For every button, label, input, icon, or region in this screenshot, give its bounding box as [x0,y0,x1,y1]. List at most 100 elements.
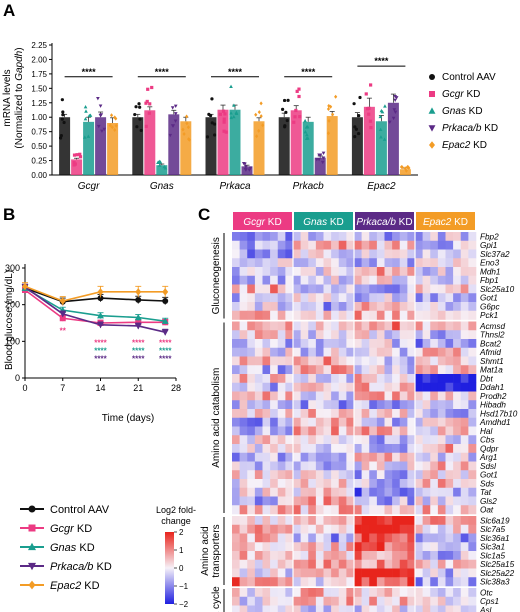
heatmap-cell [384,382,393,392]
heatmap-cell [338,605,347,612]
heatmap-cell [399,461,408,471]
heatmap-cell [232,470,240,480]
heatmap-cell [384,258,393,268]
heatmap-cell [468,435,477,445]
heatmap-cell [399,302,408,312]
heatmap-cell [468,267,477,277]
heatmap-cell [338,479,347,489]
heatmap-cell [369,321,378,331]
heatmap-cell [331,275,340,285]
heatmap-cell [293,365,301,375]
heatmap-cell [392,417,401,427]
heatmap-cell [460,426,469,436]
heatmap-cell [277,524,286,534]
heatmap-cell [331,267,340,277]
panel-a-datapoint [186,125,191,130]
panel-a-datapoint [321,151,326,156]
heatmap-cell [308,356,317,366]
heatmap-cell [399,487,408,497]
heatmap-cell [285,596,294,606]
panel-a-datapoint [286,98,290,102]
heatmap-cell [315,461,324,471]
heatmap-cell [453,444,462,454]
heatmap-cell [315,542,324,552]
heatmap-cell [232,461,240,471]
heatmap-cell [430,577,439,587]
heatmap-cell [346,417,355,427]
heatmap-cell [232,533,240,543]
panel-b-point-epac2 [135,288,142,296]
heatmap-gene-label: Slc7a5 [480,525,505,534]
heatmap-cell [376,479,385,489]
panel-b-point-gcgr [135,319,142,326]
heatmap-cell [331,479,340,489]
heatmap-cell [331,568,340,578]
heatmap-cell [331,339,340,349]
heatmap-cell [232,444,240,454]
heatmap-cell [239,232,248,242]
heatmap-cell [430,293,439,303]
heatmap-colorbar: Log2 fold- change 210−1−2 [156,505,196,609]
heatmap-cell [430,551,439,561]
heatmap-cell [453,588,462,598]
heatmap-cell [323,293,332,303]
heatmap-cell [453,479,462,489]
heatmap-cell [354,479,362,489]
heatmap-cell [392,559,401,569]
heatmap-cell [323,232,332,242]
panel-a-datapoint [173,112,178,116]
heatmap-gene-label: Slc25a22 [480,569,515,578]
heatmap-cell [285,435,294,445]
heatmap-cell [262,444,271,454]
heatmap-cell [422,391,431,401]
heatmap-cell [346,568,355,578]
heatmap-cell [247,293,256,303]
colorbar-tick-label: 1 [179,546,184,555]
heatmap-cell [338,258,347,268]
heatmap-cell [460,487,469,497]
heatmap-cell [361,596,370,606]
heatmap-cell [300,551,309,561]
heatmap-cell [399,267,408,277]
heatmap-cell [270,310,279,320]
heatmap-cell [384,249,393,259]
heatmap-cell [300,365,309,375]
heatmap-cell [285,382,294,392]
heatmap-cell [392,275,401,285]
heatmap-cell [376,356,385,366]
heatmap-cell [354,542,362,552]
heatmap-cell [399,365,408,375]
heatmap-cell [392,365,401,375]
heatmap-cell [430,321,439,331]
heatmap-cell [247,496,256,506]
heatmap-cell [369,470,378,480]
heatmap-cell [361,284,370,294]
panel-a-bar [132,117,144,175]
panel-a-bar-chart: mRNA levels (Normalized to Gapdh) 0.000.… [2,41,418,192]
heatmap-cell [422,275,431,285]
heatmap-cell [468,417,477,427]
panel-a-datapoint [99,113,104,117]
heatmap-cell [308,596,317,606]
colorbar-tick-label: −2 [179,600,189,609]
panel-b-xlabel: Time (days) [102,413,154,424]
heatmap-cell [270,551,279,561]
heatmap-cell [422,310,431,320]
panel-a-datapoint [170,124,175,128]
heatmap-cell [468,365,477,375]
panel-a-datapoint [173,119,178,123]
panel-a-datapoint [231,114,236,119]
panel-a-datapoint [147,111,151,115]
heatmap-cell [468,577,477,587]
heatmap-cell [270,284,279,294]
heatmap-cell [346,551,355,561]
heatmap-cell [415,577,423,587]
heatmap-cell [415,400,423,410]
heatmap-cell [384,444,393,454]
heatmap-cell [369,533,378,543]
heatmap-cell [247,533,256,543]
heatmap-gene-label: Arg1 [479,453,497,462]
heatmap-cell [323,240,332,250]
heatmap-cell [300,232,309,242]
panel-a-datapoint [72,163,76,167]
